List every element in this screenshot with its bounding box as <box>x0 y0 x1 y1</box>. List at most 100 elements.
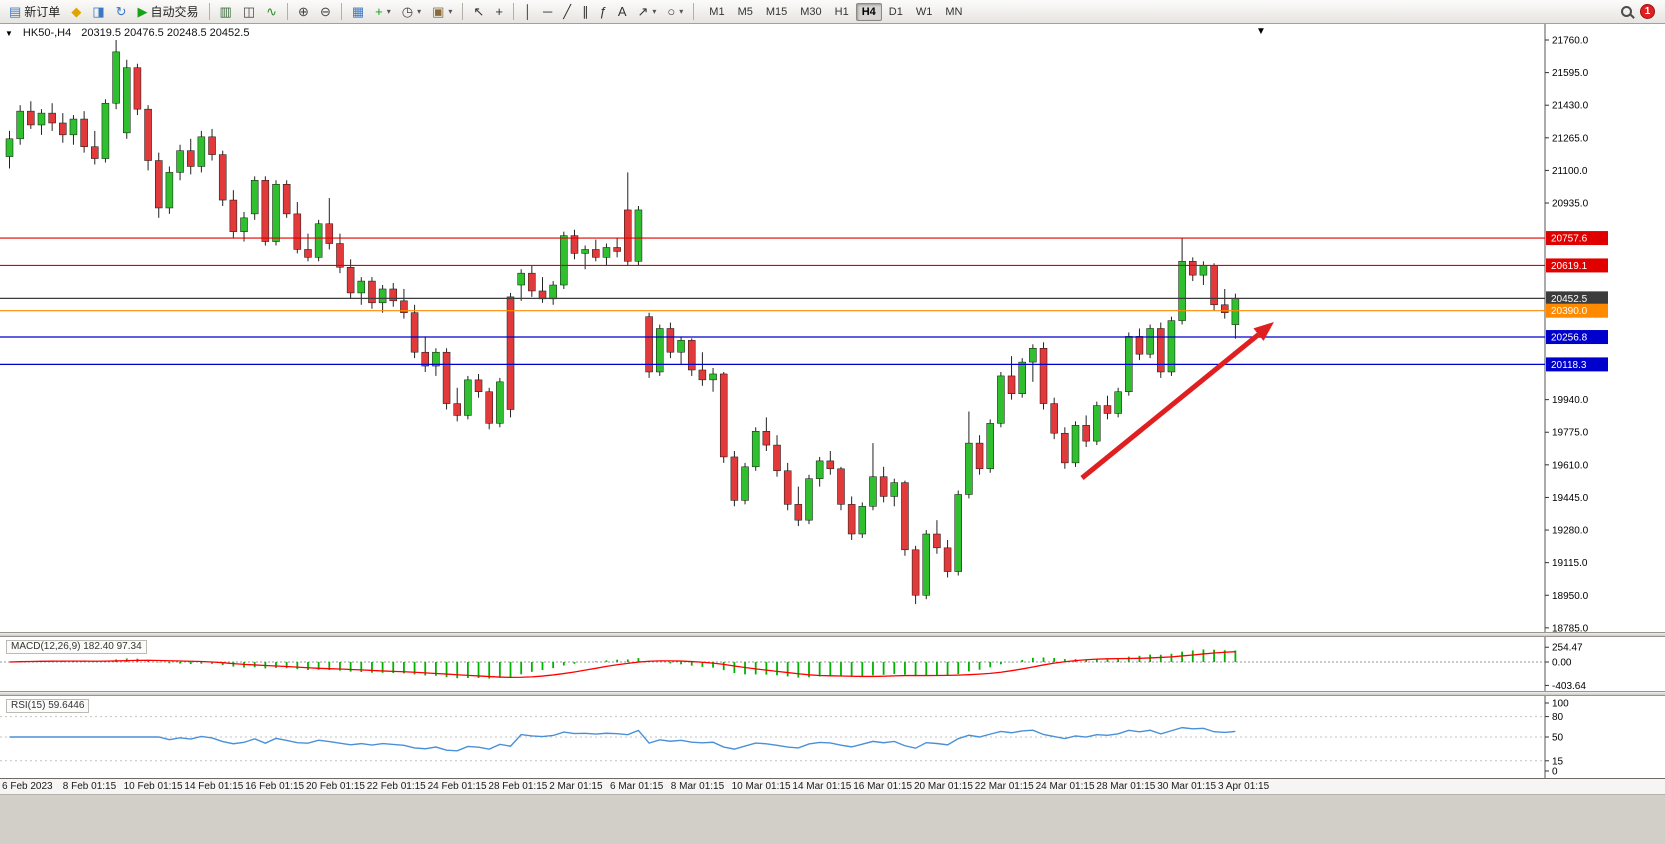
cursor-icon: ↖ <box>473 4 485 19</box>
date-label: 24 Feb 01:15 <box>427 781 487 792</box>
svg-text:80: 80 <box>1552 712 1564 723</box>
periods-button[interactable]: ◷ ▾ <box>397 2 426 22</box>
svg-text:19610.0: 19610.0 <box>1552 460 1589 471</box>
price-badge <box>1546 330 1608 345</box>
candlestick-chart-icon: ◫ <box>242 4 256 19</box>
date-label: 28 Feb 01:15 <box>488 781 548 792</box>
trend-arrow-annotation[interactable] <box>1080 322 1274 480</box>
price-chart-panel[interactable]: 21760.0 21595.0 21430.0 21265.0 21100.0 20935… <box>0 24 1665 632</box>
date-label: 10 Mar 01:15 <box>731 781 791 792</box>
toolbar-separator <box>512 3 514 20</box>
new-order-button-label: 新订单 <box>24 5 61 19</box>
toolbar-separator <box>208 3 210 20</box>
timeframe-m30-button[interactable]: M30 <box>794 3 827 21</box>
svg-text:18785.0: 18785.0 <box>1552 623 1589 632</box>
svg-text:21595.0: 21595.0 <box>1552 68 1589 79</box>
price-axis[interactable]: 21760.0 21595.0 21430.0 21265.0 21100.0 20935… <box>1544 24 1589 632</box>
svg-text:20452.5: 20452.5 <box>1551 294 1588 305</box>
svg-text:21100.0: 21100.0 <box>1552 166 1588 177</box>
timeframe-m1-button[interactable]: M1 <box>703 3 730 21</box>
macd-signal-line <box>9 651 1236 679</box>
line-chart-icon: ∿ <box>266 4 278 19</box>
crosshair-button[interactable]: + <box>490 2 508 22</box>
timeframe-w1-button[interactable]: W1 <box>910 3 939 21</box>
svg-text:0.00: 0.00 <box>1552 658 1572 669</box>
svg-text:100: 100 <box>1552 699 1569 710</box>
cursor-button[interactable]: ↖ <box>468 2 489 22</box>
time-axis[interactable]: 6 Feb 2023 8 Feb 01:15 10 Feb 01:15 14 Feb … <box>0 778 1665 794</box>
svg-text:19115.0: 19115.0 <box>1552 558 1588 569</box>
macd-panel-splitter[interactable] <box>0 632 1665 637</box>
svg-text:20935.0: 20935.0 <box>1552 199 1589 210</box>
line-chart-button[interactable]: ∿ <box>261 2 282 22</box>
shapes-icon: ○ <box>667 4 676 19</box>
timeframe-h4-button[interactable]: H4 <box>855 2 882 21</box>
toolbar-separator <box>287 3 289 20</box>
zoom-in-icon: ⊕ <box>298 4 309 19</box>
zoom-out-button[interactable]: ⊖ <box>315 2 336 22</box>
svg-text:21760.0: 21760.0 <box>1552 36 1589 47</box>
rsi-canvas[interactable]: 100 80 50 150 <box>0 696 1665 778</box>
trendline-button[interactable]: ╱ <box>558 2 576 22</box>
timeframe-m15-button[interactable]: M15 <box>760 3 793 21</box>
date-label: 24 Mar 01:15 <box>1035 781 1095 792</box>
timeframe-d1-button[interactable]: D1 <box>883 3 909 21</box>
timeframe-mn-button[interactable]: MN <box>939 3 968 21</box>
chart-layout-button[interactable]: ◆ <box>66 2 86 22</box>
refresh-button[interactable]: ↻ <box>111 2 132 22</box>
date-label: 8 Mar 01:15 <box>670 781 725 792</box>
text-button[interactable]: A <box>613 2 632 22</box>
templates-button[interactable]: ▣ ▾ <box>427 2 457 22</box>
shapes-button[interactable]: ○ ▾ <box>662 2 688 22</box>
new-order-icon: ▤ <box>9 4 22 19</box>
indicators-button[interactable]: + ▾ <box>370 2 396 22</box>
profile-button[interactable]: ◨ <box>87 2 109 22</box>
chart-layout-icon: ◆ <box>71 4 82 19</box>
rsi-panel[interactable]: 100 80 50 15 0 <box>0 696 1665 778</box>
date-label: 14 Feb 01:15 <box>184 781 244 792</box>
periods-icon: ◷ <box>401 4 414 19</box>
macd-canvas[interactable]: 254.47 0.00 -403.64 <box>0 637 1665 691</box>
tile-windows-button[interactable]: ▦ <box>347 2 369 22</box>
date-label: 2 Mar 01:15 <box>549 781 603 792</box>
new-order-button[interactable]: ▤ 新订单 <box>4 2 65 22</box>
bar-chart-button[interactable]: ▥ <box>215 2 237 22</box>
arrows-button[interactable]: ↗ ▾ <box>633 2 662 22</box>
svg-text:15: 15 <box>1552 756 1564 767</box>
auto-trading-button[interactable]: ▶ 自动交易 <box>133 2 204 22</box>
svg-text:19445.0: 19445.0 <box>1552 493 1589 504</box>
fibonacci-button[interactable]: ƒ <box>595 2 612 22</box>
search-icon[interactable] <box>1621 6 1632 17</box>
svg-text:20390.0: 20390.0 <box>1551 306 1588 317</box>
svg-text:21430.0: 21430.0 <box>1552 101 1589 112</box>
horizontal-line-button[interactable]: ─ <box>538 2 557 22</box>
bar-chart-icon: ▥ <box>219 4 232 19</box>
zoom-in-button[interactable]: ⊕ <box>293 2 314 22</box>
notification-badge[interactable]: 1 <box>1640 4 1655 19</box>
svg-text:20619.1: 20619.1 <box>1551 261 1588 272</box>
svg-text:19280.0: 19280.0 <box>1552 526 1589 537</box>
fibonacci-icon: ƒ <box>599 4 607 19</box>
channel-button[interactable]: ∥ <box>577 2 594 22</box>
collapse-chart-icon[interactable]: ▼ <box>5 28 13 38</box>
dropdown-caret-icon: ▾ <box>679 7 684 16</box>
price-badge <box>1546 231 1608 246</box>
svg-text:20757.6: 20757.6 <box>1551 234 1588 245</box>
vertical-line-button[interactable]: │ <box>519 2 537 22</box>
symbol-period-label: HK50-,H4 <box>22 27 72 39</box>
svg-text:18950.0: 18950.0 <box>1552 591 1589 602</box>
dropdown-caret-icon: ▾ <box>652 7 657 16</box>
svg-text:21265.0: 21265.0 <box>1552 133 1589 144</box>
ohlc-values: 20319.5 20476.5 20248.5 20452.5 <box>81 27 250 39</box>
macd-panel[interactable]: 254.47 0.00 -403.64 <box>0 637 1665 691</box>
date-label: 20 Mar 01:15 <box>914 781 973 792</box>
price-badge <box>1546 303 1608 318</box>
date-label: 16 Feb 01:15 <box>245 781 305 792</box>
price-chart-canvas[interactable]: 21760.0 21595.0 21430.0 21265.0 21100.0 20935… <box>0 24 1665 632</box>
rsi-panel-splitter[interactable] <box>0 691 1665 696</box>
timeframe-m5-button[interactable]: M5 <box>732 3 759 21</box>
toolbar-buttons: ▤ 新订单 ◆ ◨ ↻ ▶ 自动交易 ▥ ◫ ∿ ⊕ ⊖ ▦ + ▾ ◷ ▾ ▣ ▾ ↖ + │ ─ ╱ ∥ ƒ A ↗ ▾ ○ ▾ <box>4 2 698 22</box>
candlestick-chart-button[interactable]: ◫ <box>238 2 260 22</box>
timeframe-h1-button[interactable]: H1 <box>829 3 855 21</box>
